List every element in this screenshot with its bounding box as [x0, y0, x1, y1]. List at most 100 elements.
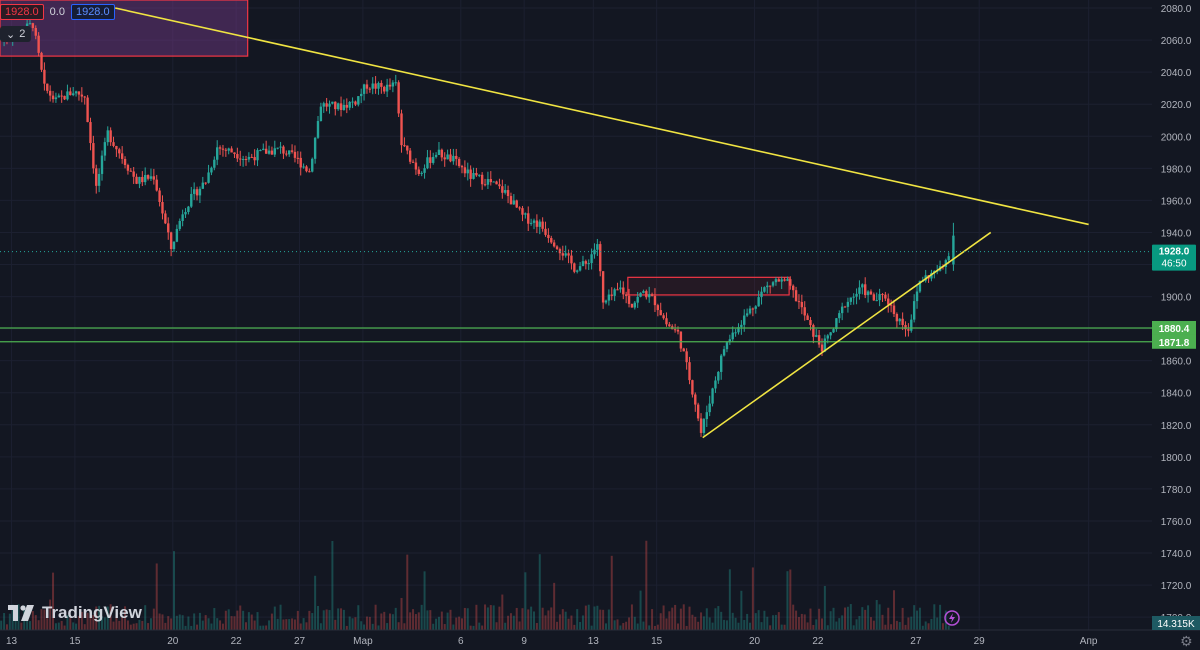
- volume-bar: [475, 604, 478, 630]
- volume-bar: [939, 604, 942, 630]
- volume-bar: [296, 610, 299, 630]
- candle-body: [374, 83, 377, 89]
- candle-body: [610, 294, 613, 296]
- volume-bar: [599, 609, 602, 630]
- volume-bar: [319, 623, 322, 630]
- volume-bar: [633, 616, 636, 630]
- candle-body: [705, 412, 708, 420]
- candle-body: [627, 295, 631, 304]
- price-axis: 1700.01720.01740.01760.01780.01800.01820…: [1161, 4, 1192, 624]
- volume-bar: [279, 604, 282, 630]
- volume-bar: [746, 613, 749, 630]
- indicators-collapse-button[interactable]: ⌄ 2: [0, 26, 32, 42]
- candle-body: [633, 302, 636, 308]
- candle-body: [210, 167, 213, 173]
- volume-bar: [846, 606, 849, 630]
- candle-body: [518, 207, 521, 209]
- volume-bar: [587, 604, 590, 630]
- volume-bar: [628, 617, 631, 630]
- candle-body: [236, 154, 239, 159]
- candle-body: [521, 208, 524, 215]
- volume-bar: [224, 610, 227, 630]
- chevron-down-icon: ⌄: [6, 28, 16, 41]
- x-tick-label: 27: [294, 636, 306, 647]
- candle-body: [57, 95, 60, 98]
- candle-body: [351, 101, 354, 103]
- candle-body: [866, 291, 870, 296]
- volume-bar: [368, 616, 371, 630]
- time-axis-background[interactable]: [0, 630, 1200, 650]
- candle-body: [567, 253, 570, 256]
- candle-body: [106, 130, 109, 143]
- volume-bar: [397, 622, 400, 630]
- candle-body: [751, 308, 755, 310]
- candle-body: [109, 130, 112, 143]
- volume-bar: [789, 569, 792, 630]
- volume-bar: [17, 604, 20, 630]
- candle-body: [777, 279, 780, 282]
- volume-bar: [342, 609, 345, 630]
- alert-lightning-icon[interactable]: [944, 610, 960, 626]
- volume-bar: [452, 624, 455, 630]
- volume-bar: [792, 604, 795, 630]
- volume-bar: [112, 621, 115, 630]
- candle-body: [218, 147, 222, 149]
- volume-bar: [40, 609, 43, 630]
- candle-body: [368, 88, 372, 90]
- candle-body: [878, 294, 881, 301]
- volume-bar: [49, 599, 52, 630]
- volume-bar: [103, 617, 106, 630]
- candle-body: [812, 325, 815, 337]
- volume-bar: [472, 625, 475, 630]
- candle-body: [239, 158, 242, 160]
- candle-body: [838, 313, 841, 319]
- gear-icon[interactable]: ⚙: [1180, 633, 1193, 649]
- volume-bar: [711, 622, 714, 630]
- collapse-count: 2: [19, 28, 26, 40]
- candle-body: [408, 150, 412, 162]
- volume-bar: [31, 611, 34, 630]
- legend-price-right[interactable]: 1928.0: [70, 4, 115, 20]
- volume-bar: [881, 614, 884, 630]
- candle-body: [204, 182, 207, 184]
- candle-body: [895, 313, 899, 322]
- current-price-value: 1928.0: [1159, 247, 1190, 258]
- candle-body: [308, 171, 311, 173]
- candle-body: [561, 253, 564, 256]
- candle-body: [645, 291, 648, 298]
- volume-bar: [360, 621, 363, 630]
- volume-bar: [173, 551, 175, 630]
- candle-body: [192, 189, 196, 194]
- candle-body: [207, 172, 210, 183]
- x-tick-label: 22: [812, 636, 824, 647]
- volume-bar: [619, 625, 622, 630]
- y-tick-label: 1840.0: [1161, 389, 1192, 400]
- volume-bar: [613, 620, 616, 630]
- volume-bar: [440, 611, 443, 630]
- volume-bar: [334, 619, 337, 630]
- volume-bar: [132, 623, 135, 630]
- volume-bar: [495, 622, 498, 630]
- x-tick-label: 15: [69, 636, 81, 647]
- volume-bar: [893, 590, 895, 630]
- candle-body: [397, 82, 400, 114]
- price-axis-background[interactable]: [1152, 0, 1200, 630]
- candle-body: [348, 101, 351, 108]
- candle-body: [826, 335, 829, 339]
- volume-bar: [558, 614, 561, 630]
- volume-bar: [766, 616, 769, 630]
- volume-bar: [590, 625, 593, 630]
- tradingview-logo[interactable]: TradingView: [8, 603, 142, 623]
- volume-bar: [357, 605, 360, 630]
- candle-body: [846, 301, 850, 307]
- volume-bar: [141, 620, 144, 630]
- legend-price-left[interactable]: 1928.0: [0, 4, 44, 20]
- volume-bar: [697, 621, 700, 630]
- volume-bar: [941, 623, 944, 630]
- volume-bar: [679, 608, 682, 630]
- volume-bar: [694, 616, 697, 630]
- candle-body: [440, 149, 444, 158]
- candle-body: [429, 157, 432, 163]
- volume-bar: [760, 622, 763, 630]
